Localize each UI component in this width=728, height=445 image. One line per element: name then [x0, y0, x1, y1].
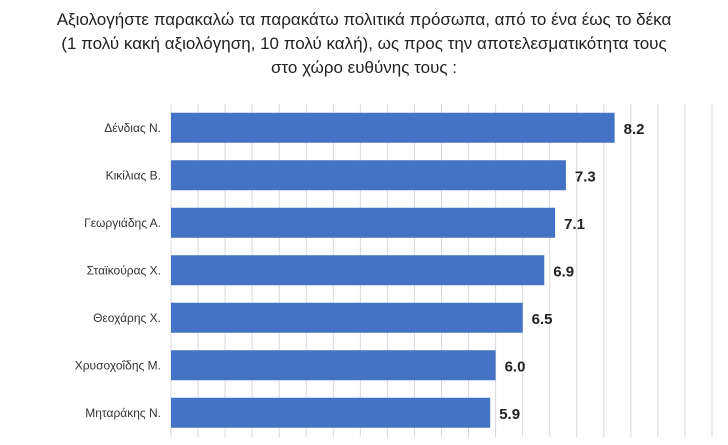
- value-label: 5.9: [499, 406, 520, 423]
- bar: [171, 207, 556, 238]
- value-label: 8.2: [624, 121, 645, 138]
- category-label: Γεωργιάδης Α.: [84, 216, 161, 230]
- value-label: 7.1: [564, 216, 585, 233]
- value-label: 7.3: [575, 168, 596, 185]
- title-line-1: Αξιολογήστε παρακαλώ τα παρακάτω πολιτικ…: [56, 10, 672, 29]
- category-labels: Δένδιας Ν. Κικίλιας Β. Γεωργιάδης Α. Σταϊκο…: [75, 121, 161, 420]
- value-labels: 8.2 7.3 7.1 6.9 6.5 6.0 5.9: [499, 121, 644, 423]
- category-label: Σταϊκούρας Χ.: [87, 263, 161, 277]
- category-label: Κικίλιας Β.: [106, 168, 161, 182]
- title-line-2: (1 πολύ κακή αξιολόγηση, 10 πολύ καλή), …: [61, 34, 667, 53]
- bar: [171, 350, 496, 381]
- title-line-3: στο χώρο ευθύνης τους :: [270, 58, 458, 77]
- bar: [171, 112, 615, 143]
- bars: [171, 112, 615, 428]
- value-label: 6.5: [532, 311, 553, 328]
- category-label: Μηταράκης Ν.: [85, 406, 161, 420]
- bar: [171, 302, 523, 333]
- value-label: 6.0: [505, 358, 526, 375]
- bar: [171, 255, 545, 286]
- category-label: Δένδιας Ν.: [104, 121, 161, 135]
- category-label: Θεοχάρης Χ.: [93, 311, 161, 325]
- chart-title: Αξιολογήστε παρακαλώ τα παρακάτω πολιτικ…: [0, 8, 728, 80]
- category-label: Χρυσοχοΐδης Μ.: [75, 358, 161, 372]
- bar: [171, 160, 566, 191]
- bar: [171, 397, 491, 428]
- value-label: 6.9: [553, 263, 574, 280]
